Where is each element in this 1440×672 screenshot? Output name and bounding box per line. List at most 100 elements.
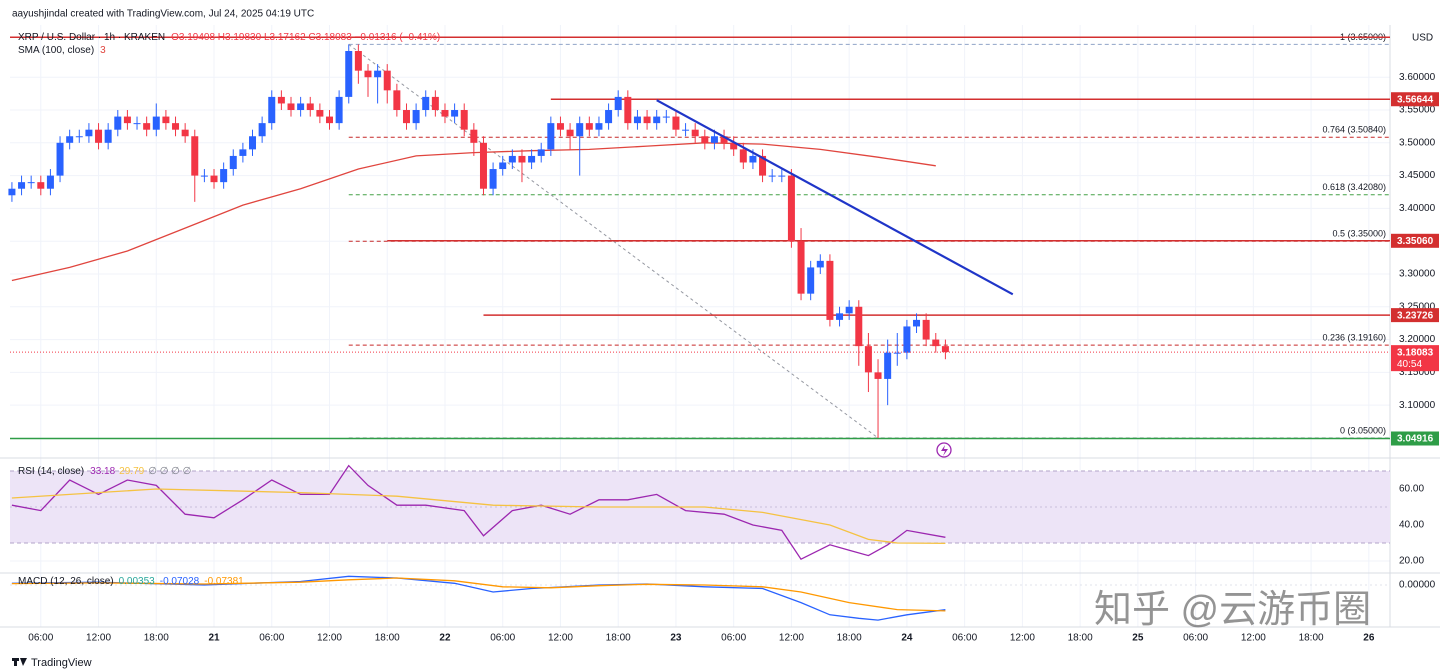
macd-readout: -0.07381 [204, 576, 244, 587]
candle-body [826, 260, 834, 320]
x-tick-label: 22 [439, 633, 451, 644]
y-tick-label: 3.25000 [1399, 301, 1436, 312]
rsi-readout: 33.18 [90, 466, 115, 477]
candle-body [768, 175, 776, 177]
candle-body [37, 182, 45, 189]
candle-body [691, 129, 699, 137]
candle-body [922, 319, 930, 340]
price-tag [1391, 92, 1439, 107]
x-tick-label: 23 [670, 633, 682, 644]
candle-body [566, 129, 574, 137]
candle-body [210, 175, 218, 183]
candle-body [884, 352, 892, 379]
brand: TradingView [31, 657, 92, 669]
candle-body [470, 129, 478, 143]
fib-label: 0.5 (3.35000) [1332, 229, 1386, 239]
x-tick-label: 21 [208, 633, 220, 644]
candle-body [874, 372, 882, 379]
candle-body [633, 116, 641, 124]
candle-body [422, 96, 430, 111]
candle-body [941, 346, 949, 353]
price-tag [1391, 431, 1439, 446]
candle-body [46, 175, 54, 189]
y-tick-label: 3.55000 [1399, 105, 1436, 116]
indicator-line [11, 577, 946, 612]
candle-body [345, 50, 353, 97]
sma-name: SMA (100, close) [18, 45, 94, 56]
candle-body [739, 149, 747, 163]
candle-body [441, 110, 449, 117]
macd-readout: 0.00353 [119, 576, 156, 587]
candle-body [200, 175, 208, 177]
y-tick-label: 3.60000 [1399, 72, 1436, 83]
candle-body [913, 319, 921, 327]
rsi-legend: RSI (14, close) 33.18 29.79 ∅ ∅ ∅ ∅ [18, 466, 191, 477]
candle-body [836, 313, 844, 320]
x-tick-label: 18:00 [837, 633, 862, 644]
candle-body [489, 169, 497, 189]
candle-body [845, 306, 853, 314]
x-tick-label: 18:00 [1068, 633, 1093, 644]
y-tick-label: 40.00 [1399, 520, 1424, 531]
candle-body [123, 116, 131, 124]
candle-body [864, 346, 872, 373]
x-tick-label: 18:00 [1299, 633, 1324, 644]
candle-body [893, 352, 901, 354]
x-tick-label: 18:00 [375, 633, 400, 644]
candle-body [720, 136, 728, 143]
y-tick-label: 3.10000 [1399, 400, 1436, 411]
y-tick-label: 3.45000 [1399, 170, 1436, 181]
candle-body [701, 136, 709, 143]
candle-body [710, 136, 718, 143]
candle-body [585, 123, 593, 130]
candle-body [335, 96, 343, 124]
candle-body [460, 110, 468, 130]
candle-body [672, 116, 680, 130]
candle-body [162, 116, 170, 124]
y-tick-label: 3.40000 [1399, 203, 1436, 214]
candle-body [364, 70, 372, 78]
candle-body [325, 116, 333, 124]
fib-label: 0 (3.05000) [1340, 425, 1386, 435]
candle-body [268, 96, 276, 124]
candle-body [797, 241, 805, 294]
x-tick-label: 12:00 [1010, 633, 1035, 644]
price-tag [1391, 233, 1439, 248]
candle-body [787, 175, 795, 242]
fib-label: 0.618 (3.42080) [1322, 182, 1386, 192]
candle-body [528, 155, 536, 163]
candle-body [56, 142, 64, 176]
candle-body [759, 155, 767, 176]
alert-icon[interactable] [936, 442, 952, 458]
candle-body [431, 96, 439, 111]
last-price-label: 3.18083 [1397, 347, 1434, 358]
x-tick-label: 12:00 [317, 633, 342, 644]
candle-body [27, 182, 35, 184]
candle-body [316, 110, 324, 117]
quote: O3.19408 H3.19830 L3.17162 C3.18083 −0.0… [171, 32, 440, 43]
indicator-line [11, 575, 946, 621]
candle-body [152, 116, 160, 130]
candle-body [104, 129, 112, 143]
candle-body [239, 149, 247, 156]
x-tick-label: 06:00 [259, 633, 284, 644]
candle-body [816, 260, 824, 268]
candle-body [95, 129, 103, 143]
y-tick-label: 3.20000 [1399, 334, 1436, 345]
x-tick-label: 06:00 [490, 633, 515, 644]
candle-body [354, 50, 362, 71]
candle-body [85, 129, 93, 137]
candle-body [682, 129, 690, 131]
price-tag [1391, 308, 1439, 323]
candle-body [653, 116, 661, 124]
candle-body [855, 306, 863, 347]
candle-body [249, 136, 257, 150]
candle-body [374, 70, 382, 78]
price-tag-label: 3.04916 [1397, 434, 1434, 445]
x-tick-label: 12:00 [779, 633, 804, 644]
watermark: 知乎 @云游币圈 [1094, 589, 1371, 631]
candle-body [518, 155, 526, 163]
y-tick-label: 60.00 [1399, 484, 1424, 495]
